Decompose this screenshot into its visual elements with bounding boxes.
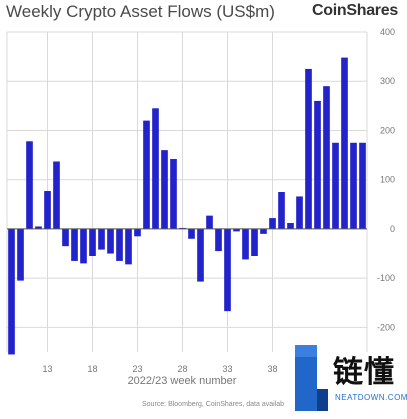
bar-week-35 (242, 228, 249, 260)
bar-week-44 (323, 86, 330, 229)
bar-week-15 (62, 228, 69, 247)
bar-week-19 (98, 228, 105, 250)
bar-week-10 (17, 228, 24, 281)
bar-week-16 (71, 228, 78, 261)
bar-week-32 (215, 228, 222, 252)
y-tick-label: 0 (390, 224, 395, 234)
bar-week-29 (188, 228, 195, 239)
y-tick-label: -100 (377, 273, 395, 283)
bar-week-40 (287, 223, 294, 229)
bar-week-24 (143, 120, 150, 229)
x-tick-label: 33 (222, 364, 232, 374)
bar-week-48 (359, 142, 366, 229)
watermark-chinese-text: 链懂 (333, 355, 395, 390)
bar-week-26 (161, 150, 168, 229)
bar-week-46 (341, 57, 348, 229)
y-tick-label: 300 (380, 76, 395, 86)
x-tick-label: 38 (267, 364, 277, 374)
bar-week-23 (134, 228, 141, 237)
y-tick-label: 200 (380, 125, 395, 135)
chart-title: Weekly Crypto Asset Flows (US$m) (6, 2, 275, 21)
bar-week-45 (332, 142, 339, 229)
bar-week-47 (350, 142, 357, 229)
bar-week-42 (305, 68, 312, 229)
x-tick-label: 23 (132, 364, 142, 374)
bar-week-31 (206, 215, 213, 229)
bar-week-9 (8, 228, 15, 355)
bars-layer (8, 57, 366, 355)
bar-week-37 (260, 228, 267, 234)
axis-layer: -200 -100 0 100 200 300 400 13 18 23 28 33 38 (7, 27, 395, 374)
bar-week-22 (125, 228, 132, 265)
bar-week-33 (224, 228, 231, 312)
grid-layer (6, 31, 368, 352)
y-tick-label: -200 (377, 322, 395, 332)
bar-week-25 (152, 108, 159, 229)
x-tick-label: 18 (87, 364, 97, 374)
source-note: Source: Bloomberg, CoinShares, data avai… (142, 401, 285, 408)
bar-week-18 (89, 228, 96, 256)
watermark-l-icon (295, 345, 328, 411)
bar-week-11 (26, 141, 33, 229)
bar-week-39 (278, 192, 285, 229)
watermark-english-text: NEATDOWN.COM (335, 393, 407, 402)
bar-week-34 (233, 228, 240, 232)
bar-week-17 (80, 228, 87, 264)
bar-week-13 (44, 191, 51, 229)
x-tick-label: 28 (177, 364, 187, 374)
bar-week-36 (251, 228, 258, 256)
y-tick-label: 400 (380, 27, 395, 37)
bar-week-20 (107, 228, 114, 254)
bar-week-38 (269, 218, 276, 229)
neatdown-watermark: 链懂 NEATDOWN.COM (290, 343, 407, 414)
coinshares-logo: CoinShares (312, 2, 398, 19)
y-tick-label: 100 (380, 175, 395, 185)
x-axis-label: 2022/23 week number (127, 375, 237, 387)
x-tick-label: 13 (42, 364, 52, 374)
bar-week-12 (35, 226, 42, 229)
bar-week-41 (296, 196, 303, 229)
bar-week-43 (314, 100, 321, 229)
bar-week-21 (116, 228, 123, 261)
bar-week-14 (53, 161, 60, 229)
bar-week-27 (170, 159, 177, 229)
bar-week-30 (197, 228, 204, 282)
